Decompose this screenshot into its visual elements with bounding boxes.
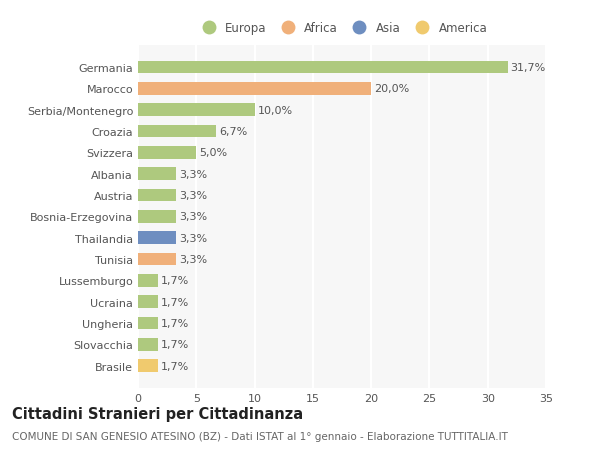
Text: Cittadini Stranieri per Cittadinanza: Cittadini Stranieri per Cittadinanza [12,406,303,421]
Bar [138,253,176,266]
Text: 3,3%: 3,3% [179,212,208,222]
Text: 6,7%: 6,7% [219,127,247,137]
Bar [138,189,176,202]
Bar [138,83,371,95]
Text: 1,7%: 1,7% [161,361,189,371]
Text: 31,7%: 31,7% [511,63,545,73]
Text: 3,3%: 3,3% [179,190,208,201]
Text: 3,3%: 3,3% [179,254,208,264]
Bar [138,317,158,330]
Text: 5,0%: 5,0% [199,148,227,158]
Bar [138,62,508,74]
Bar [138,338,158,351]
Bar [138,211,176,223]
Text: 1,7%: 1,7% [161,297,189,307]
Text: 20,0%: 20,0% [374,84,409,94]
Text: 1,7%: 1,7% [161,340,189,350]
Bar [138,274,158,287]
Text: COMUNE DI SAN GENESIO ATESINO (BZ) - Dati ISTAT al 1° gennaio - Elaborazione TUT: COMUNE DI SAN GENESIO ATESINO (BZ) - Dat… [12,431,508,442]
Bar [138,296,158,308]
Text: 1,7%: 1,7% [161,276,189,286]
Legend: Europa, Africa, Asia, America: Europa, Africa, Asia, America [192,17,492,40]
Bar [138,104,254,117]
Bar [138,168,176,181]
Bar [138,125,216,138]
Bar [138,359,158,372]
Text: 10,0%: 10,0% [257,106,293,115]
Text: 3,3%: 3,3% [179,169,208,179]
Bar [138,146,196,159]
Text: 1,7%: 1,7% [161,319,189,328]
Bar [138,232,176,245]
Text: 3,3%: 3,3% [179,233,208,243]
